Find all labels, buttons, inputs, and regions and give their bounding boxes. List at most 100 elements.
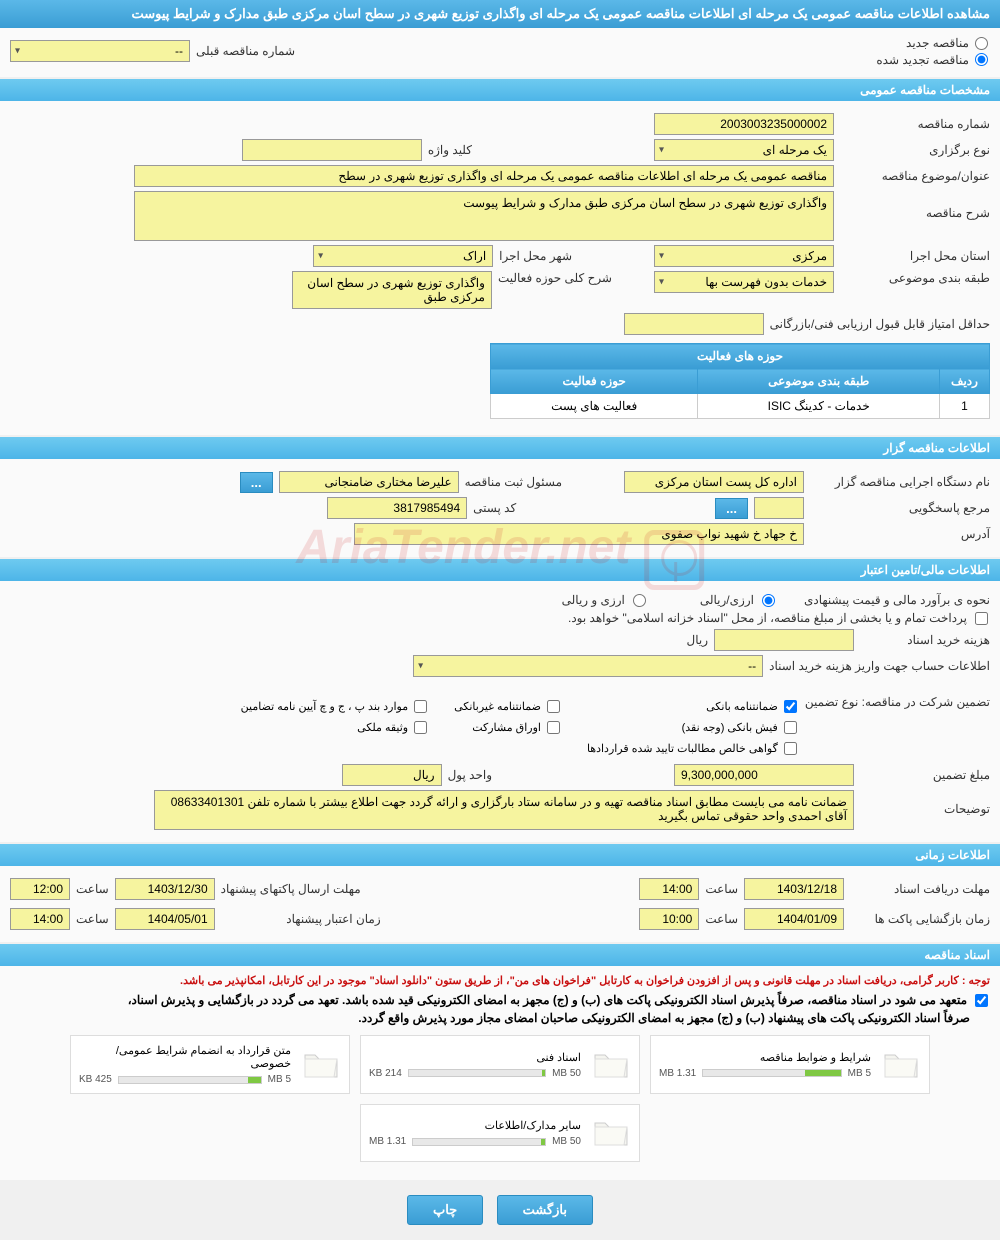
submit-date: 1403/12/30 [115,878,215,900]
button-row: بازگشت چاپ [0,1180,1000,1240]
responder-dots-btn[interactable]: ... [715,498,748,519]
registrar-field: علیرضا مختاری ضامنجانی [279,471,459,493]
g3-lbl: موارد بند پ ، ج و چ آیین نامه تضامین [241,700,408,713]
file-card[interactable]: متن قرارداد به انضمام شرایط عمومی/خصوصی … [70,1035,350,1094]
currency-rial-radio[interactable] [762,594,775,607]
file-card[interactable]: سایر مدارک/اطلاعات 50 MB 1.31 MB [360,1104,640,1162]
tender-new-radio-row: مناقصه جدید [906,36,990,50]
file-bar: 5 MB 1.31 MB [659,1068,871,1079]
g4-cb[interactable] [784,721,797,734]
city-label: شهر محل اجرا [499,249,572,263]
g1-lbl: ضمانتنامه بانکی [706,700,778,713]
file-bar-track [702,1069,841,1077]
file-info: شرایط و ضوابط مناقصه 5 MB 1.31 MB [659,1051,871,1079]
account-label: اطلاعات حساب جهت واریز هزینه خرید اسناد [769,659,990,673]
g6-lbl: وثیقه ملکی [357,721,408,734]
valid-time: 14:00 [10,908,70,930]
g6-cb[interactable] [414,721,427,734]
file-bar-fill [805,1070,841,1076]
registrar-dots-btn[interactable]: ... [240,472,273,493]
time-lbl-1: ساعت [705,882,738,896]
page-title: مشاهده اطلاعات مناقصه عمومی یک مرحله ای … [0,0,1000,28]
postal-field: 3817985494 [327,497,467,519]
file-bar: 50 MB 1.31 MB [369,1136,581,1147]
act-r1-num: 1 [940,394,990,419]
organizer-content: نام دستگاه اجرایی مناقصه گزار اداره کل پ… [0,459,1000,557]
file-info: اسناد فنی 50 MB 214 KB [369,1051,581,1079]
scope-label: شرح کلی حوزه فعالیت [498,271,612,285]
g5-cb[interactable] [547,721,560,734]
currency-foreign-radio[interactable] [633,594,646,607]
tender-no-field: 2003003235000002 [654,113,834,135]
act-col3: حوزه فعالیت [491,369,698,394]
file-max: 50 MB [552,1136,581,1147]
file-name: سایر مدارک/اطلاعات [369,1119,581,1132]
tender-new-radio[interactable] [975,37,988,50]
time-lbl-4: ساعت [76,912,109,926]
scope-textarea: واگذاری توزیع شهری در سطح اسان مرکزی طبق [292,271,492,309]
tender-renew-radio[interactable] [975,53,988,66]
city-select[interactable]: اراک [313,245,493,267]
commit-checkbox[interactable] [975,994,988,1007]
notes-textarea: ضمانت نامه می بایست مطابق اسناد مناقصه ت… [154,790,854,830]
receive-label: مهلت دریافت اسناد [850,882,990,896]
commit2: صرفاً اسناد الکترونیکی پاکت های پیشنهاد … [10,1011,970,1025]
prev-num-select[interactable]: -- [10,40,190,62]
province-select[interactable]: مرکزی [654,245,834,267]
act-r1-act: فعالیت های پست [491,394,698,419]
open-date: 1404/01/09 [744,908,844,930]
account-select[interactable]: -- [413,655,763,677]
g1-cb[interactable] [784,700,797,713]
g2-lbl: ضمانتنامه غیربانکی [454,700,541,713]
g3-cb[interactable] [414,700,427,713]
tender-renew-label: مناقصه تجدید شده [876,53,969,67]
section-financial: اطلاعات مالی/تامین اعتبار [0,559,1000,581]
category-select[interactable]: خدمات بدون فهرست بها [654,271,834,293]
general-content: شماره مناقصه 2003003235000002 نوع برگزار… [0,101,1000,435]
section-timing: اطلاعات زمانی [0,844,1000,866]
type-select[interactable]: یک مرحله ای [654,139,834,161]
g5-lbl: اوراق مشارکت [472,721,541,734]
act-col1: ردیف [940,369,990,394]
tender-renew-radio-row: مناقصه تجدید شده [876,53,990,67]
documents-content: توجه : کاربر گرامی، دریافت اسناد در مهلت… [0,966,1000,1180]
file-info: سایر مدارک/اطلاعات 50 MB 1.31 MB [369,1119,581,1147]
g4-lbl: فیش بانکی (وجه نقد) [682,721,778,734]
file-bar-track [412,1138,546,1146]
print-button[interactable]: چاپ [407,1195,483,1225]
estimate-label: نحوه ی برآورد مالی و قیمت پیشنهادی [804,593,990,607]
payment-checkbox[interactable] [975,612,988,625]
folder-icon [301,1045,341,1085]
act-col2: طبقه بندی موضوعی [698,369,940,394]
desc-label: شرح مناقصه [840,191,990,220]
valid-label: زمان اعتبار پیشنهاد [221,912,381,926]
keyword-field[interactable] [242,139,422,161]
subject-label: عنوان/موضوع مناقصه [840,169,990,183]
time-lbl-2: ساعت [76,882,109,896]
commit1: متعهد می شود در اسناد مناقصه، صرفاً پذیر… [128,993,967,1007]
file-bar-track [408,1069,546,1077]
submit-time: 12:00 [10,878,70,900]
file-card[interactable]: اسناد فنی 50 MB 214 KB [360,1035,640,1094]
payment-note: پرداخت تمام و یا بخشی از مبلغ مناقصه، از… [568,611,967,625]
file-max: 5 MB [848,1068,871,1079]
file-bar-track [118,1076,262,1084]
file-card[interactable]: شرایط و ضوابط مناقصه 5 MB 1.31 MB [650,1035,930,1094]
folder-icon [591,1113,631,1153]
address-label: آدرس [810,527,990,541]
subject-field: مناقصه عمومی یک مرحله ای اطلاعات مناقصه … [134,165,834,187]
open-label: زمان بازگشایی پاکت ها [850,912,990,926]
open-time: 10:00 [639,908,699,930]
keyword-label: کلید واژه [428,143,472,157]
file-size: 214 KB [369,1068,402,1079]
g7-lbl: گواهی خالص مطالبات تایید شده قراردادها [587,742,778,755]
desc-textarea: واگذاری توزیع شهری در سطح اسان مرکزی طبق… [134,191,834,241]
postal-label: کد پستی [473,501,516,515]
province-label: استان محل اجرا [840,249,990,263]
g7-cb[interactable] [784,742,797,755]
g2-cb[interactable] [547,700,560,713]
minscore-field [624,313,764,335]
file-name: شرایط و ضوابط مناقصه [659,1051,871,1064]
act-r1-cat: خدمات - کدینگ ISIC [698,394,940,419]
back-button[interactable]: بازگشت [497,1195,593,1225]
